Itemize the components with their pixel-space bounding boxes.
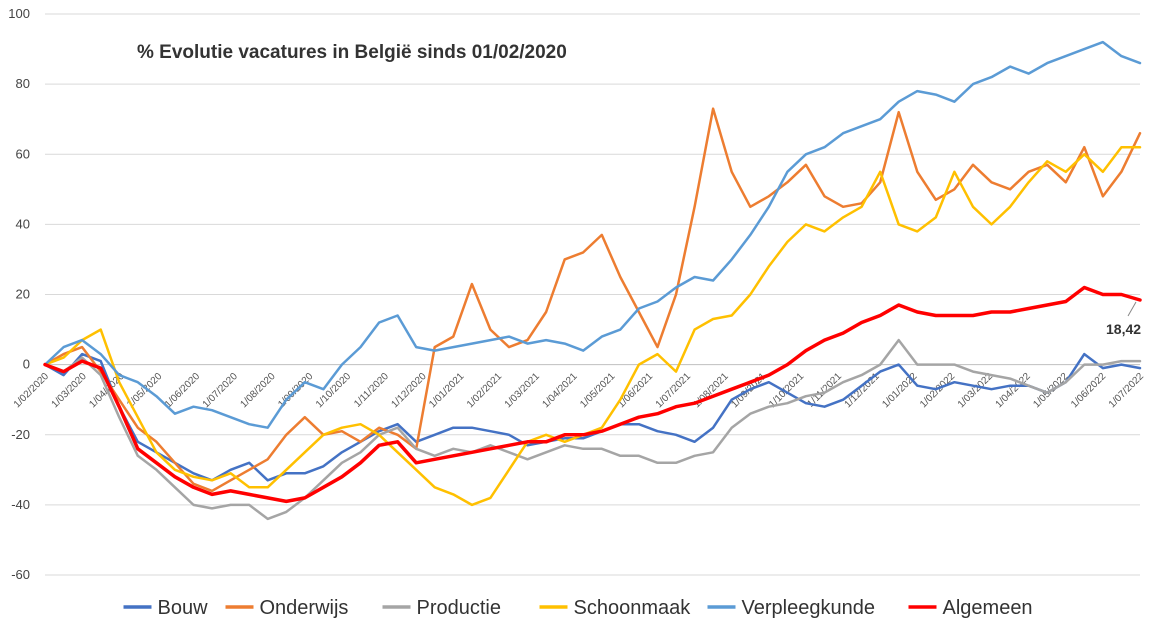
x-tick-label: 1/11/2020	[352, 371, 391, 410]
legend-label-verpleegkunde: Verpleegkunde	[742, 597, 875, 619]
legend-label-onderwijs: Onderwijs	[260, 597, 349, 619]
legend-label-bouw: Bouw	[158, 597, 209, 619]
x-tick-label: 1/04/2021	[540, 371, 580, 411]
x-tick-label: 1/06/2020	[163, 371, 203, 411]
x-tick-label: 1/03/2021	[503, 371, 543, 411]
y-tick-label: 40	[16, 216, 30, 231]
y-tick-label: -40	[11, 497, 30, 512]
x-tick-label: 1/01/2022	[880, 371, 920, 411]
x-tick-label: 1/03/2022	[956, 371, 996, 411]
y-tick-label: -20	[11, 427, 30, 442]
legend: Bouw Onderwijs Productie Schoonmaak Verpleeg…	[123, 597, 1033, 619]
series-line-verpleegkunde	[43, 40, 1142, 429]
legend-label-algemeen: Algemeen	[943, 597, 1033, 619]
x-axis: 1/02/20201/03/20201/04/20201/05/20201/06…	[12, 371, 1147, 411]
x-tick-label: 1/02/2020	[12, 371, 52, 411]
legend-label-schoonmaak: Schoonmaak	[574, 597, 692, 619]
x-tick-label: 1/06/2022	[1069, 371, 1109, 411]
x-tick-label: 1/07/2022	[1107, 371, 1147, 411]
series-line-onderwijs	[43, 107, 1142, 493]
y-tick-label: 80	[16, 76, 30, 91]
y-tick-label: 0	[23, 357, 30, 372]
series-lines	[43, 40, 1142, 521]
x-tick-label: 1/02/2022	[918, 371, 958, 411]
series-line-algemeen	[43, 285, 1142, 504]
x-tick-label: 1/05/2021	[578, 371, 618, 411]
x-tick-label: 1/06/2021	[616, 371, 656, 411]
y-axis: -60 -40 -20 0 20 40 60 80 100	[8, 6, 30, 582]
y-tick-label: 100	[8, 6, 30, 21]
x-tick-label: 1/03/2020	[50, 371, 90, 411]
x-tick-label: 1/08/2020	[238, 371, 278, 411]
annotation-label: 18,42	[1106, 321, 1141, 337]
x-tick-label: 1/07/2020	[201, 371, 241, 411]
series-line-productie	[43, 338, 1142, 521]
series-line-schoonmaak	[43, 145, 1142, 507]
annotation-leader-line	[1127, 301, 1137, 317]
legend-label-productie: Productie	[417, 597, 502, 619]
x-tick-label: 1/02/2021	[465, 371, 505, 411]
chart-title: % Evolutie vacatures in België sinds 01/…	[137, 42, 567, 63]
y-tick-label: -60	[11, 567, 30, 582]
x-tick-label: 1/12/2021	[843, 371, 883, 411]
x-tick-label: 1/01/2021	[427, 371, 467, 411]
y-tick-label: 20	[16, 287, 30, 302]
y-tick-label: 60	[16, 146, 30, 161]
